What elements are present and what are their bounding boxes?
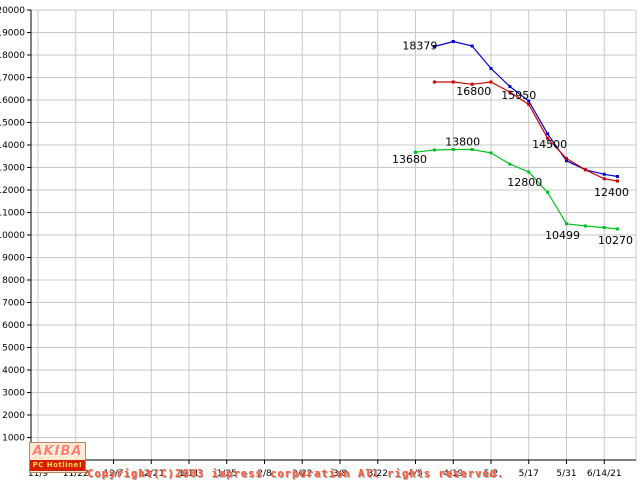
series-blue-marker bbox=[470, 44, 474, 48]
series-red-marker bbox=[470, 82, 474, 86]
series-red-marker bbox=[527, 103, 531, 106]
y-axis-label: 14000 bbox=[0, 141, 25, 151]
x-axis-label: 1/11 bbox=[179, 469, 199, 479]
akiba-logo-title: AKIBA bbox=[32, 444, 83, 459]
y-axis-label: 5000 bbox=[2, 344, 25, 354]
y-axis-label: 10000 bbox=[0, 231, 25, 241]
series-green-marker bbox=[527, 170, 531, 174]
data-point-value-label: 16800 bbox=[456, 85, 491, 98]
series-green-marker bbox=[546, 190, 550, 194]
copyright-line-1: Copyright(C)2003 impress corporation All… bbox=[87, 468, 505, 480]
y-axis-label: 19000 bbox=[0, 29, 25, 39]
series-green-marker bbox=[583, 224, 587, 228]
series-blue-marker bbox=[565, 159, 568, 163]
series-blue-marker bbox=[508, 85, 512, 88]
y-axis-label: 7000 bbox=[2, 299, 25, 309]
x-axis-label: 11/22 bbox=[63, 469, 89, 479]
series-green-marker bbox=[489, 151, 493, 155]
series-red-marker bbox=[602, 177, 606, 181]
series-green-marker bbox=[432, 148, 436, 152]
series-green-marker bbox=[451, 148, 455, 151]
series-red-marker bbox=[546, 136, 550, 140]
x-axis-label: 11/9 bbox=[28, 469, 48, 479]
akiba-pc-hotline-logo: AKIBA PC Hotline! bbox=[29, 442, 86, 473]
x-axis-label: 4/5 bbox=[408, 469, 422, 479]
series-green-marker bbox=[602, 226, 606, 230]
y-axis-label: 20000 bbox=[0, 6, 25, 16]
x-axis-label: 6/14/21 bbox=[587, 469, 622, 479]
series-blue-marker bbox=[527, 99, 531, 103]
y-axis-label: 15000 bbox=[0, 119, 25, 129]
y-axis-label: 16000 bbox=[0, 96, 25, 106]
data-point-value-label: 12400 bbox=[594, 186, 629, 199]
x-axis-label: 3/22 bbox=[368, 469, 388, 479]
data-point-value-label: 13800 bbox=[445, 136, 480, 149]
y-axis-label: 1000 bbox=[2, 434, 25, 444]
series-red-marker bbox=[489, 80, 493, 84]
data-point-value-label: 13680 bbox=[392, 153, 427, 166]
series-red-marker bbox=[583, 168, 587, 172]
x-axis-label: 12/7 bbox=[103, 469, 123, 479]
y-axis-label: 6000 bbox=[2, 321, 25, 331]
y-axis-label: 8000 bbox=[2, 276, 25, 286]
data-point-value-label: 10270 bbox=[598, 234, 633, 247]
y-axis-label: 11000 bbox=[0, 209, 25, 219]
series-blue-marker bbox=[602, 172, 606, 176]
series-blue-marker bbox=[489, 67, 493, 70]
series-blue-marker bbox=[432, 44, 436, 48]
y-axis-label: 12000 bbox=[0, 186, 25, 196]
y-axis-label: 18000 bbox=[0, 51, 25, 61]
akiba-logo-subtitle: PC Hotline! bbox=[30, 460, 85, 471]
y-axis-label: 9000 bbox=[2, 254, 25, 264]
x-axis-label: 12/21 bbox=[138, 469, 164, 479]
y-axis-label: 13000 bbox=[0, 164, 25, 174]
series-red-marker bbox=[615, 179, 619, 183]
x-axis-label: 4/19 bbox=[443, 469, 463, 479]
series-blue-marker bbox=[451, 40, 455, 43]
data-point-value-label: 14500 bbox=[532, 138, 567, 151]
x-axis-label: 2/8 bbox=[257, 469, 272, 479]
data-point-value-label: 18379 bbox=[402, 39, 437, 52]
series-green-marker bbox=[414, 150, 417, 154]
x-axis-label: 2/22 bbox=[292, 469, 312, 479]
series-red-marker bbox=[432, 80, 436, 84]
y-axis-label: 17000 bbox=[0, 74, 25, 84]
series-green-marker bbox=[470, 148, 474, 151]
data-point-value-label: 15950 bbox=[501, 89, 536, 102]
x-axis-label: 5/17 bbox=[519, 469, 539, 479]
series-red-marker bbox=[451, 80, 455, 84]
y-axis-label: 4000 bbox=[2, 366, 25, 376]
series-red-marker bbox=[565, 157, 568, 160]
x-axis-label: 5/31 bbox=[556, 469, 576, 479]
series-green-line bbox=[415, 148, 618, 230]
series-red-marker bbox=[508, 90, 512, 94]
series-green-marker bbox=[615, 227, 619, 231]
y-axis-label: 2000 bbox=[2, 411, 25, 421]
series-blue-marker bbox=[615, 175, 619, 178]
data-point-value-label: 12800 bbox=[507, 176, 542, 189]
copyright-overlay: Copyright(C)2003 impress corporation All… bbox=[87, 442, 504, 480]
x-axis-label: 5/2 bbox=[484, 469, 498, 479]
data-point-value-label: 10499 bbox=[545, 229, 580, 242]
x-axis-label: 3/8 bbox=[333, 469, 348, 479]
series-green-marker bbox=[508, 162, 512, 166]
series-green-marker bbox=[565, 222, 568, 226]
series-blue-marker bbox=[546, 132, 550, 136]
y-axis-label: 3000 bbox=[2, 389, 25, 399]
x-axis-label: 1/25 bbox=[217, 469, 237, 479]
series-blue-line bbox=[434, 40, 618, 178]
